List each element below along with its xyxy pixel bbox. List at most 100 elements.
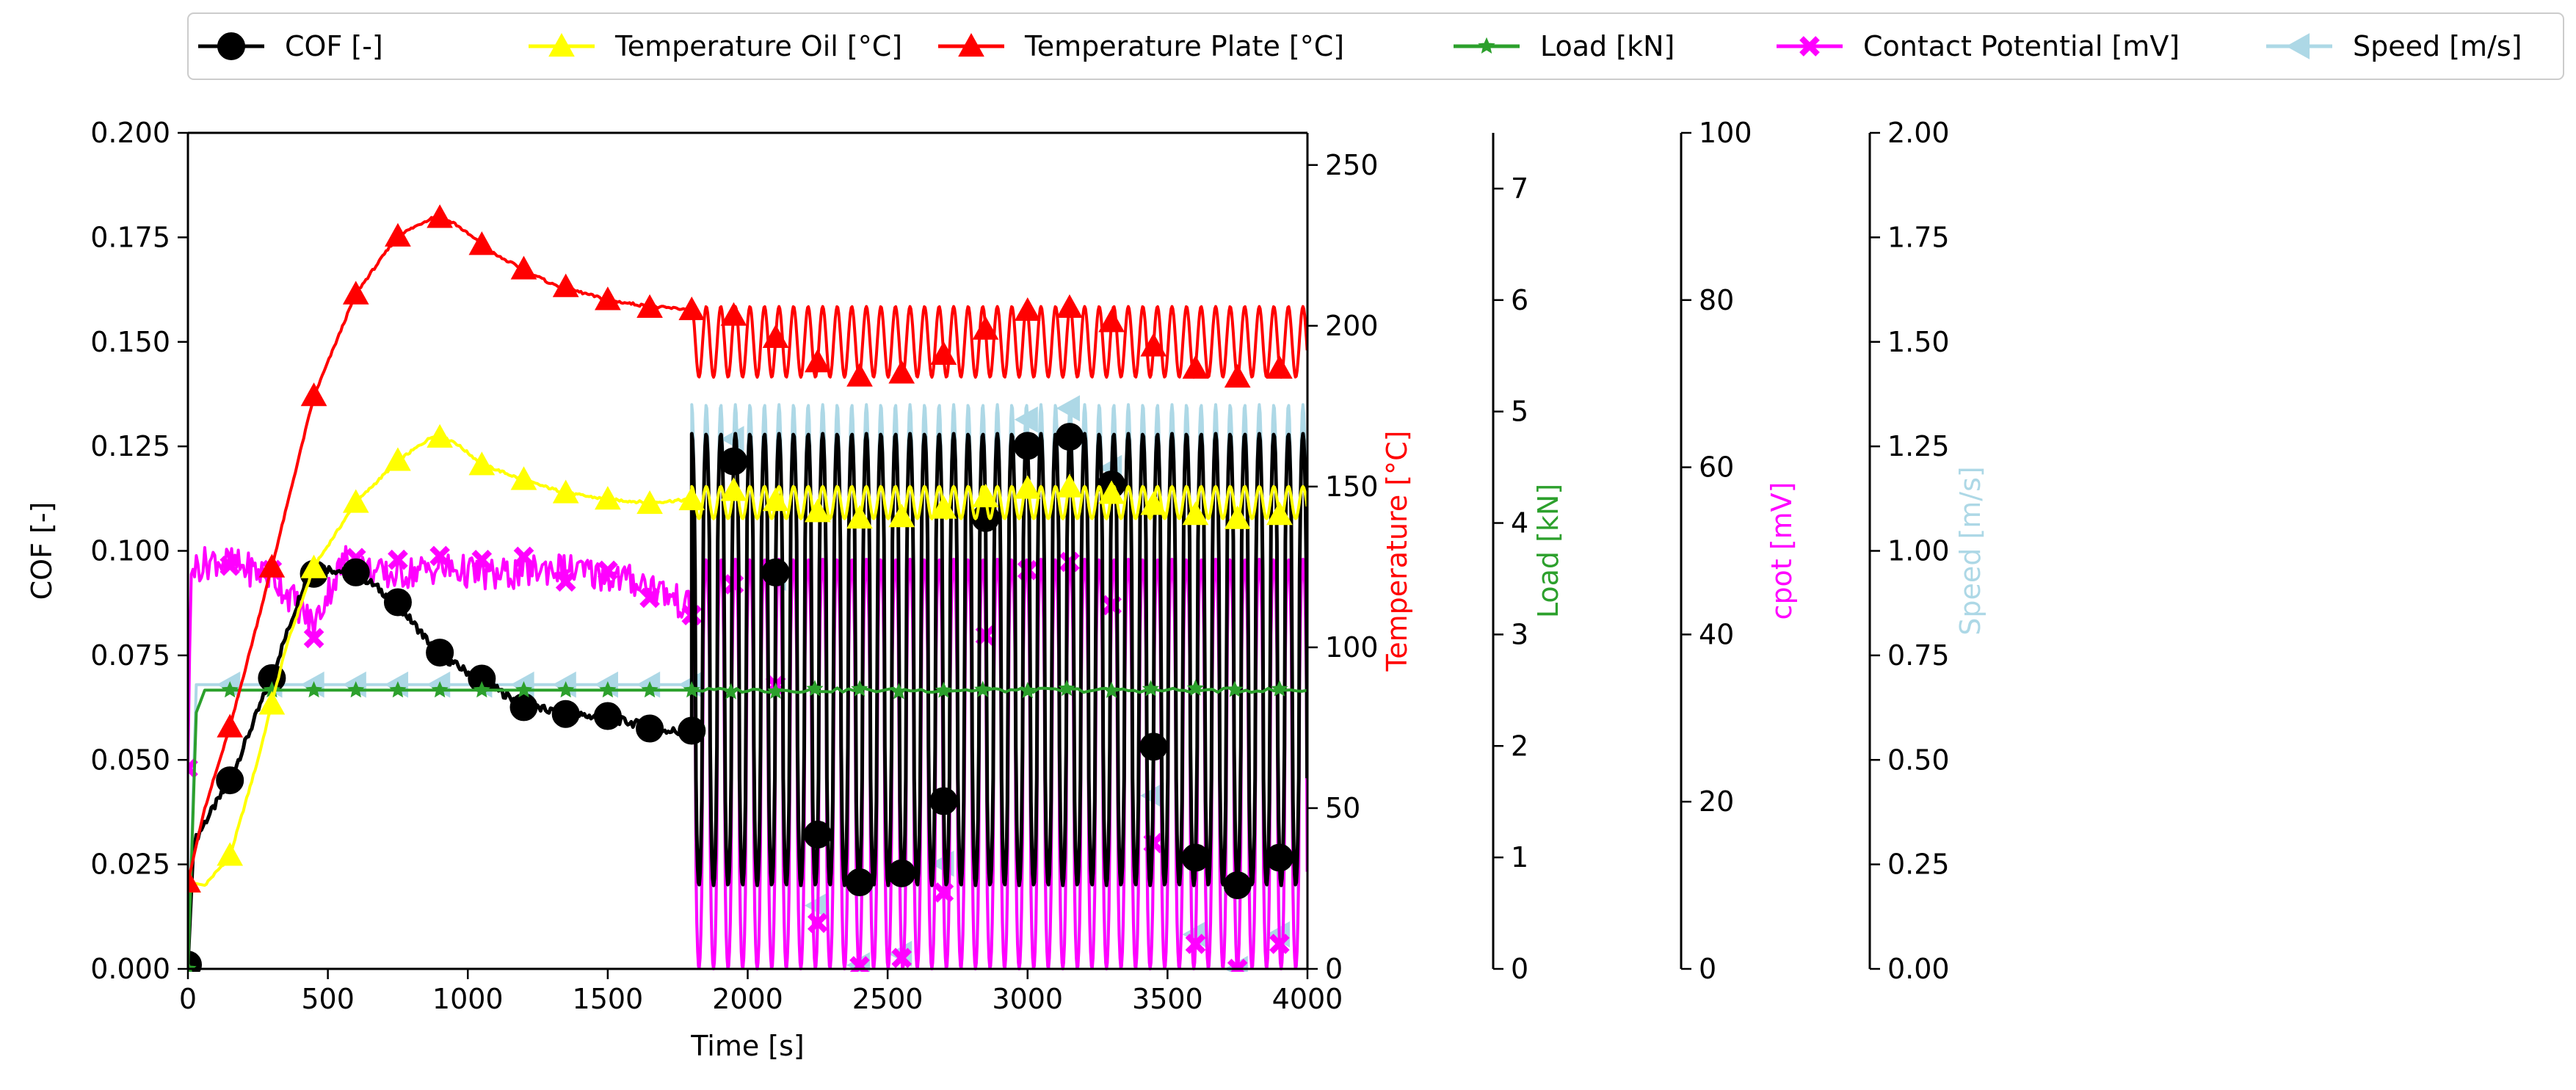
- temp-tick-label: 50: [1325, 792, 1360, 824]
- cpot-tick-label: 0: [1699, 953, 1716, 985]
- marker-temperature-plate-c: [258, 553, 286, 578]
- marker-temperature-plate-c: [636, 294, 663, 318]
- marker-cof: [383, 588, 412, 617]
- marker-temperature-plate-c: [595, 286, 621, 310]
- marker-cof: [846, 868, 874, 897]
- marker-load-kn: [1186, 679, 1205, 696]
- x-tick-label: 2000: [712, 983, 783, 1015]
- marker-temperature-oil-c: [258, 691, 286, 715]
- cof-tick-label: 0.000: [90, 953, 170, 985]
- load-tick-label: 5: [1511, 396, 1528, 428]
- cpot-tick-label: 80: [1699, 284, 1734, 316]
- marker-temperature-oil-c: [720, 477, 747, 501]
- marker-cof: [1223, 871, 1252, 900]
- legend-marker-speed-m-s: [2285, 33, 2310, 59]
- series-temperature-oil-c: [188, 424, 1307, 893]
- legend-marker-cof: [217, 32, 245, 60]
- marker-temperature-oil-c: [510, 466, 537, 490]
- marker-cof: [1139, 733, 1168, 761]
- marker-contact-potential-mv-b: [807, 912, 828, 934]
- series-cof: [188, 423, 1307, 972]
- marker-cof: [1181, 843, 1210, 872]
- marker-contact-potential-mv-b: [639, 587, 660, 608]
- marker-temperature-plate-c: [762, 324, 789, 349]
- x-tick-label: 1000: [432, 983, 504, 1015]
- cpot-tick-label: 20: [1699, 785, 1734, 818]
- marker-contact-potential-mv: [639, 587, 660, 608]
- legend-entry-contact-potential-mv: Contact Potential [mV]: [1777, 30, 2180, 62]
- temp-tick-label: 200: [1325, 310, 1379, 342]
- marker-temperature-oil-c: [552, 479, 579, 504]
- speed-tick-label: 1.50: [1887, 326, 1950, 358]
- load-axis-label: Load [kN]: [1532, 484, 1564, 618]
- marker-load-kn: [473, 681, 490, 698]
- marker-cof: [1265, 843, 1294, 872]
- marker-temperature-oil-c: [468, 451, 496, 476]
- marker-contact-potential-mv-b: [429, 545, 450, 567]
- temp-tick-label: 150: [1325, 470, 1379, 503]
- marker-temperature-plate-c: [342, 280, 369, 305]
- marker-cof: [929, 787, 958, 815]
- marker-temperature-plate-c: [846, 363, 873, 387]
- marker-temperature-oil-c: [217, 842, 244, 866]
- marker-cof: [341, 558, 370, 586]
- marker-temperature-plate-c: [1140, 333, 1167, 357]
- marker-temperature-plate-c: [385, 222, 411, 247]
- axis-speed: 0.00 0.25 0.50 0.75 1.00 1.25 1.50 1.75 2.00 Spee…: [1868, 117, 1987, 985]
- x-tick-label: 2500: [852, 983, 924, 1015]
- marker-temperature-oil-c: [1014, 475, 1041, 499]
- marker-contact-potential-mv-b: [849, 956, 870, 972]
- marker-load-kn: [683, 681, 700, 698]
- marker-temperature-oil-c: [427, 424, 453, 448]
- marker-contact-potential-mv: [219, 556, 241, 576]
- marker-temperature-plate-c: [678, 296, 705, 321]
- marker-load-kn: [389, 681, 407, 698]
- series-markers-temperature-plate-c: [188, 204, 1293, 893]
- series-markers-load-kn: [188, 679, 1288, 972]
- marker-cof: [1055, 423, 1084, 451]
- marker-temperature-oil-c: [846, 505, 873, 529]
- series-temperature-plate-c: [188, 204, 1307, 893]
- series-markers-cof: [188, 423, 1294, 972]
- x-axis-label: Time [s]: [690, 1030, 805, 1062]
- marker-cof: [803, 821, 832, 849]
- cpot-tick-label: 100: [1699, 117, 1752, 149]
- marker-temperature-plate-c: [552, 273, 579, 297]
- speed-tick-label: 1.75: [1887, 221, 1950, 253]
- legend-entry-temperature-oil-c: Temperature Oil [°C]: [529, 30, 902, 62]
- cof-tick-label: 0.175: [90, 221, 170, 253]
- x-tick-label: 0: [179, 983, 197, 1015]
- marker-load-kn: [806, 680, 824, 697]
- marker-contact-potential-mv-b: [891, 948, 913, 968]
- marker-temperature-oil-c: [636, 490, 663, 515]
- temp-axis-label: Temperature [°C]: [1381, 431, 1413, 672]
- marker-temperature-oil-c: [678, 487, 705, 511]
- temp-tick-label: 100: [1325, 631, 1379, 664]
- temp-tick-label: 250: [1325, 149, 1379, 181]
- axis-cpot: 0 20 40 60 80 100 cpot [mV]: [1680, 117, 1798, 985]
- marker-contact-potential-mv-b: [933, 882, 954, 903]
- marker-contact-potential-mv-b: [1269, 934, 1290, 954]
- marker-temperature-oil-c: [888, 504, 915, 528]
- marker-temperature-oil-c: [762, 487, 789, 512]
- marker-contact-potential-mv: [555, 571, 576, 592]
- marker-load-kn: [1226, 680, 1244, 697]
- marker-load-kn: [722, 683, 740, 700]
- marker-temperature-plate-c: [510, 255, 537, 280]
- marker-contact-potential-mv: [1269, 934, 1290, 954]
- marker-contact-potential-mv-b: [513, 546, 534, 567]
- legend-label-temperature-plate-c: Temperature Plate [°C]: [1024, 30, 1344, 62]
- marker-temperature-plate-c: [1182, 355, 1209, 379]
- marker-load-kn: [974, 680, 992, 697]
- marker-temperature-oil-c: [804, 498, 831, 523]
- marker-temperature-oil-c: [1140, 491, 1167, 515]
- legend-label-contact-potential-mv: Contact Potential [mV]: [1863, 30, 2180, 62]
- marker-temperature-oil-c: [342, 489, 369, 513]
- marker-load-kn: [515, 681, 533, 698]
- marker-contact-potential-mv-b: [219, 556, 241, 576]
- marker-cof: [678, 716, 706, 745]
- marker-contact-potential-mv-b: [303, 628, 324, 649]
- marker-temperature-oil-c: [1098, 480, 1125, 504]
- marker-load-kn: [347, 681, 365, 698]
